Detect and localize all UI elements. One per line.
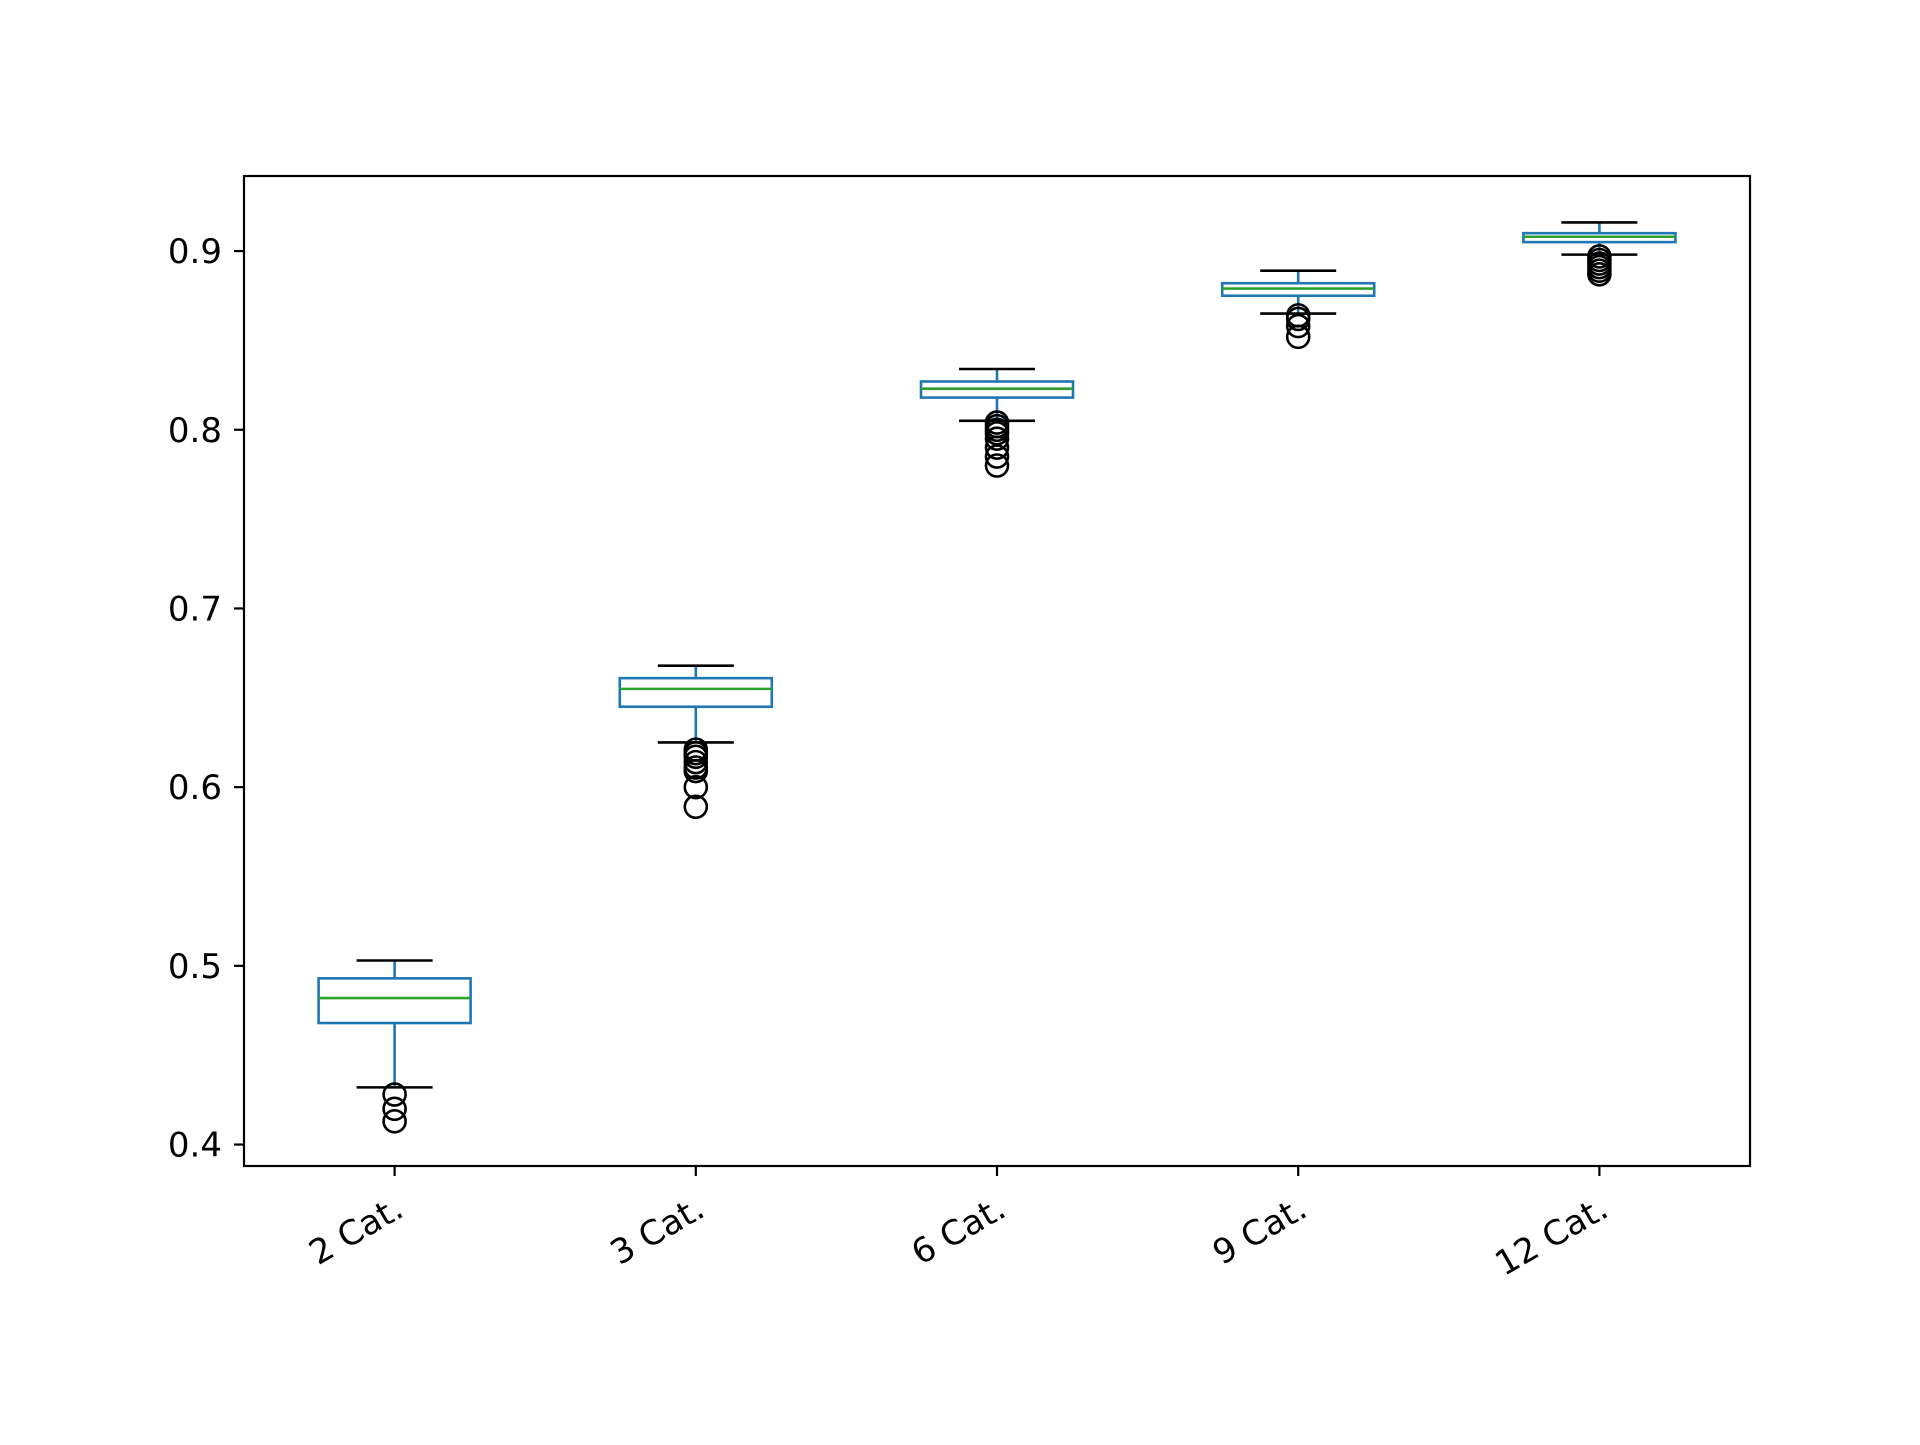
x-tick-label: 3 Cat. xyxy=(604,1188,712,1273)
box-iqr xyxy=(319,978,471,1023)
outlier-point xyxy=(384,1110,406,1132)
outlier-point xyxy=(384,1098,406,1120)
box-group xyxy=(1523,222,1675,285)
y-tick-label: 0.5 xyxy=(168,947,222,987)
box-group xyxy=(620,666,772,818)
x-tick-label: 9 Cat. xyxy=(1206,1188,1314,1273)
y-tick-label: 0.7 xyxy=(168,589,222,629)
y-tick-label: 0.6 xyxy=(168,768,222,808)
box-group xyxy=(1222,271,1374,348)
x-tick-label: 12 Cat. xyxy=(1489,1188,1615,1284)
box-group xyxy=(319,960,471,1132)
box-group xyxy=(921,369,1073,476)
x-tick-label: 2 Cat. xyxy=(302,1188,410,1273)
y-tick-label: 0.9 xyxy=(168,232,222,272)
x-tick-label: 6 Cat. xyxy=(905,1188,1013,1273)
box-iqr xyxy=(620,678,772,707)
plot-area xyxy=(319,222,1676,1132)
y-tick-label: 0.8 xyxy=(168,411,222,451)
y-tick-label: 0.4 xyxy=(168,1126,222,1166)
